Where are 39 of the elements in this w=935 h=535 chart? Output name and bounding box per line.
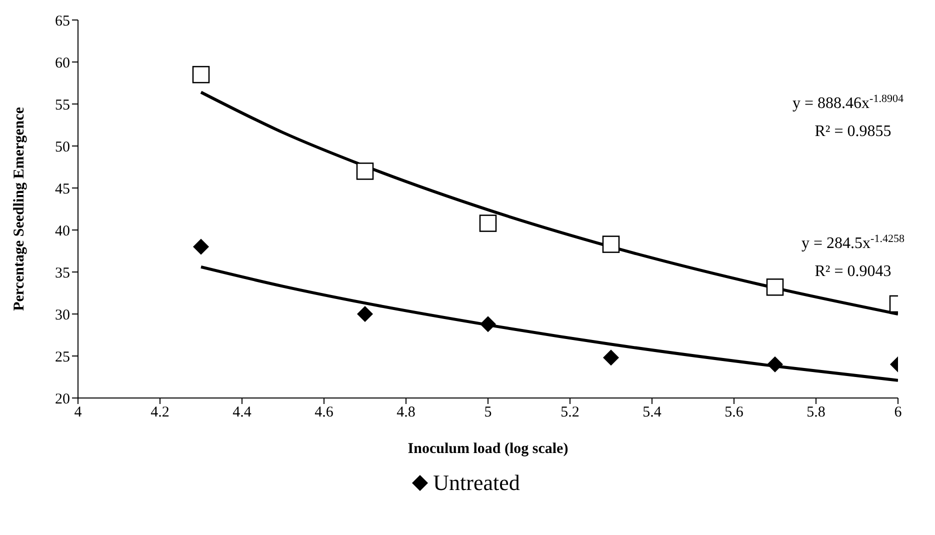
annotation: R² = 0.9855 <box>814 123 892 140</box>
x-tick-label: 4.6 <box>314 404 334 421</box>
y-tick-label: 40 <box>55 223 70 240</box>
x-tick-label: 5.6 <box>724 404 744 421</box>
x-tick-label: 4 <box>74 404 82 421</box>
x-tick-label: 4.8 <box>396 404 416 421</box>
point <box>767 356 783 372</box>
annotation: y = 284.5x$^{-1.4258}$ <box>802 233 905 252</box>
annotation: R² = 0.9043 <box>814 263 892 280</box>
point <box>356 162 374 180</box>
legend-label: Untreated <box>433 470 520 496</box>
y-tick-label: 55 <box>55 97 70 114</box>
point <box>480 316 496 332</box>
y-axis-title: Percentage Seedling Emergence <box>11 106 28 311</box>
annotation: y = 888.46x$^{-1.8904}$ <box>792 93 904 112</box>
x-tick-label: 4.4 <box>232 404 252 421</box>
y-tick-label: 35 <box>55 265 70 282</box>
x-tick-label: 5 <box>484 404 492 421</box>
x-tick-label: 6 <box>894 404 902 421</box>
y-tick-label: 20 <box>55 391 70 408</box>
y-tick-label: 65 <box>55 13 70 30</box>
point <box>602 236 620 253</box>
y-tick-label: 25 <box>55 349 70 366</box>
point <box>766 278 784 296</box>
x-tick-label: 5.2 <box>560 404 580 421</box>
y-tick-label: 60 <box>55 55 70 72</box>
x-tick-label: 5.4 <box>642 404 662 421</box>
x-tick-label: 4.2 <box>150 404 170 421</box>
y-tick-label: 50 <box>55 139 70 156</box>
point <box>193 238 209 255</box>
point <box>479 214 497 232</box>
line-series <box>200 265 898 382</box>
x-tick-label: 5.8 <box>806 404 826 421</box>
y-tick-label: 30 <box>55 307 70 324</box>
point <box>357 306 373 322</box>
point <box>603 350 619 366</box>
point <box>192 66 210 84</box>
x-axis-title: Inoculum load (log scale) <box>408 441 568 457</box>
y-tick-label: 45 <box>55 181 70 198</box>
